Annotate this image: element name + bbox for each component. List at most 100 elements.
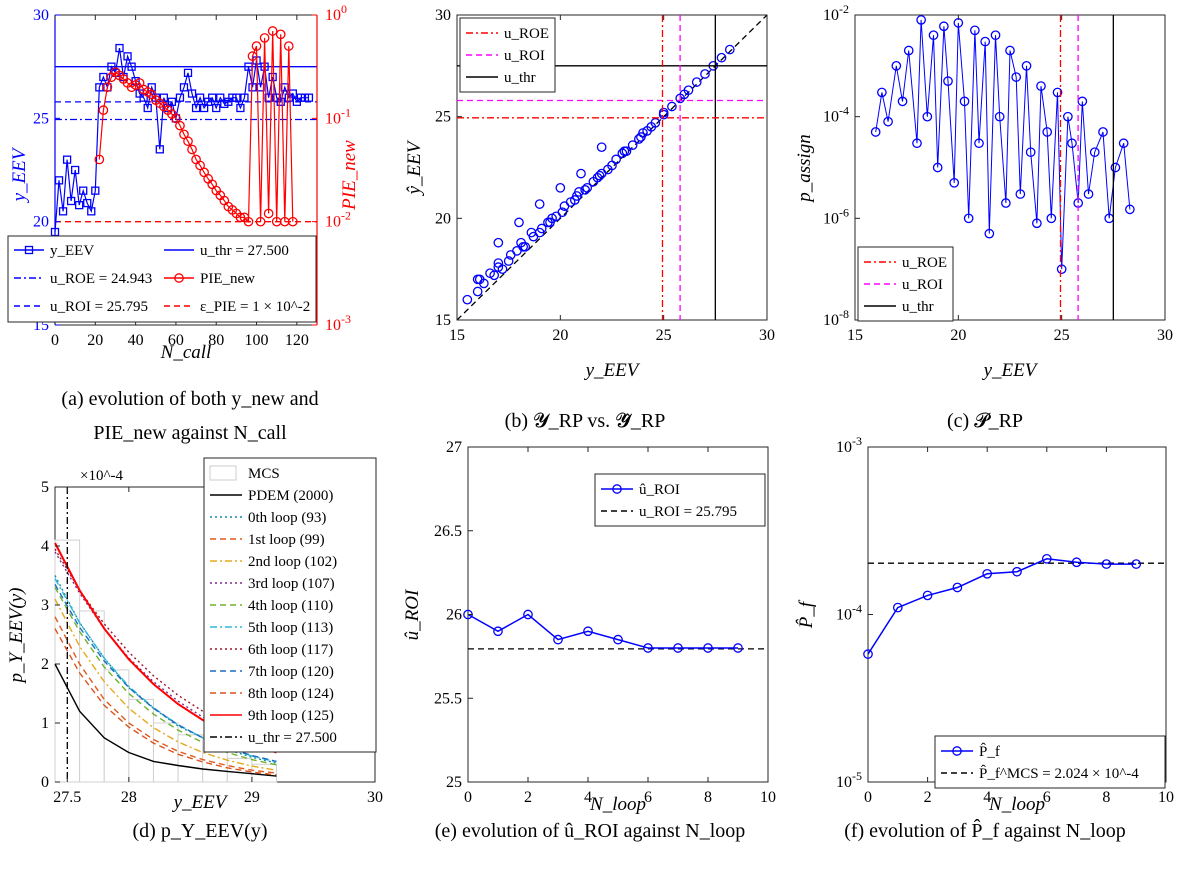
a-yeev-point: [115, 43, 124, 53]
a-pie-point: [179, 129, 189, 140]
d-mcs-bar: [103, 669, 130, 783]
c-point: [980, 36, 991, 47]
f-point: [1012, 566, 1022, 577]
c-point: [970, 25, 980, 36]
a-yeev-point: [187, 89, 197, 98]
d-legend-entry: 9th loop (125): [248, 708, 334, 724]
b-point: [485, 268, 495, 279]
b-legend-entry: u_thr: [504, 70, 536, 86]
a-yeev-point: [83, 198, 92, 208]
d-xlabel: y_EEV: [172, 792, 229, 813]
exponent: -1: [341, 105, 351, 119]
a-ytick-label: 30: [33, 7, 49, 24]
a-yeev-point: [123, 52, 132, 61]
d-curve-loop7: [54, 584, 277, 763]
f-legend-marker: [952, 746, 962, 756]
f-point: [922, 590, 933, 601]
a-xtick-label: 40: [128, 332, 144, 349]
b-point: [555, 182, 566, 193]
exponent: -4: [852, 602, 862, 616]
exponent: -2: [341, 209, 351, 223]
a-yeev-point: [276, 97, 285, 106]
a-xtick-label: 20: [87, 332, 103, 349]
b-point: [580, 185, 590, 195]
e-point: [673, 643, 683, 653]
d-xtick-label: 30: [367, 789, 383, 806]
a-yeev-point: [264, 93, 273, 102]
b-point: [700, 69, 710, 79]
f-xtick-label: 4: [983, 789, 991, 806]
d-mcs-bar: [177, 734, 204, 783]
f-xtick-label: 2: [924, 789, 932, 806]
c-point: [922, 111, 933, 122]
a-yeev-point: [71, 165, 80, 175]
c-legend-box: [857, 246, 954, 322]
f-point: [1101, 559, 1112, 569]
b-ytick-label: 30: [435, 7, 451, 24]
c-ytick-label: 10-6: [823, 205, 849, 227]
c-point: [1083, 189, 1094, 199]
c-point: [1005, 45, 1015, 56]
b-xtick-label: 30: [759, 327, 775, 344]
f-point: [952, 582, 963, 593]
c-point: [1067, 138, 1077, 149]
a-yeev-point: [212, 103, 221, 113]
a2-ytick-label: 10-2: [325, 209, 351, 231]
f-point: [892, 602, 903, 613]
c-legend-entry: u_ROE: [902, 255, 947, 271]
a-yeev-point: [91, 186, 100, 195]
d-legend-swatch: [209, 465, 237, 481]
a-pie-point: [187, 144, 197, 155]
c-point: [1042, 127, 1053, 137]
d-ytick-label: 0: [41, 774, 49, 791]
a-pie-point: [287, 216, 298, 227]
c-point: [994, 111, 1005, 122]
d-legend-entry: MCS: [248, 466, 280, 482]
caption-a-line2: PIE_new against N_call: [93, 422, 287, 444]
c-ytick-label: 10-8: [823, 307, 849, 329]
a-legend-marker: [24, 245, 34, 255]
f-legend-entry: P̂_f^MCS = 2.024 × 10^-4: [979, 765, 1139, 782]
exponent: -4: [839, 104, 849, 118]
b-point: [526, 227, 537, 238]
a-yeev-point: [179, 83, 189, 92]
a-legend-entry: u_ROI = 25.795: [50, 299, 148, 315]
b-point: [638, 128, 648, 138]
a-yeev-point: [268, 72, 277, 82]
c-point: [916, 15, 926, 25]
e-xtick-label: 4: [584, 789, 592, 806]
c-point: [1118, 138, 1129, 149]
f-legend-entry: P̂_f: [979, 743, 1000, 760]
a-pie-point: [171, 113, 181, 124]
e-legend-entry: u_ROI = 25.795: [639, 504, 737, 520]
caption-c: (c) 𝓟_RP: [946, 410, 1024, 432]
e-xtick-label: 6: [644, 789, 652, 806]
a-legend-entry: y_EEV: [50, 243, 94, 259]
b-point: [596, 142, 607, 153]
a-pie-point: [183, 136, 193, 147]
c-point: [912, 138, 922, 149]
c-frame: [854, 14, 1166, 321]
c-legend-entry: u_thr: [902, 299, 934, 315]
a-xtick-label: 0: [51, 332, 59, 349]
caption-b: (b) 𝓨_RP vs. 𝓨̂_RP: [504, 410, 666, 432]
d-legend-entry: 6th loop (117): [248, 642, 333, 658]
a-yeev-point: [58, 207, 68, 216]
b-legend-entry: u_ROI: [504, 48, 545, 64]
c-xtick-label: 30: [1157, 327, 1173, 344]
b-point: [646, 121, 657, 132]
exponent: -3: [341, 312, 351, 326]
e-ytick-label: 27: [446, 439, 462, 456]
d-ytick-label: 4: [41, 538, 49, 555]
a-yeev-point: [248, 83, 257, 92]
c-ytick-label: 10-4: [823, 104, 849, 126]
b-point: [691, 77, 702, 87]
c-ytick-label: 10-2: [823, 2, 849, 24]
a-pie-point: [263, 208, 274, 219]
a-xlabel: N_call: [160, 342, 212, 363]
b-point: [679, 89, 690, 100]
a-legend-entry: u_thr = 27.500: [200, 243, 289, 259]
e-point: [553, 634, 563, 645]
c-point: [1015, 189, 1026, 199]
d-ytick-label: 3: [41, 597, 49, 614]
